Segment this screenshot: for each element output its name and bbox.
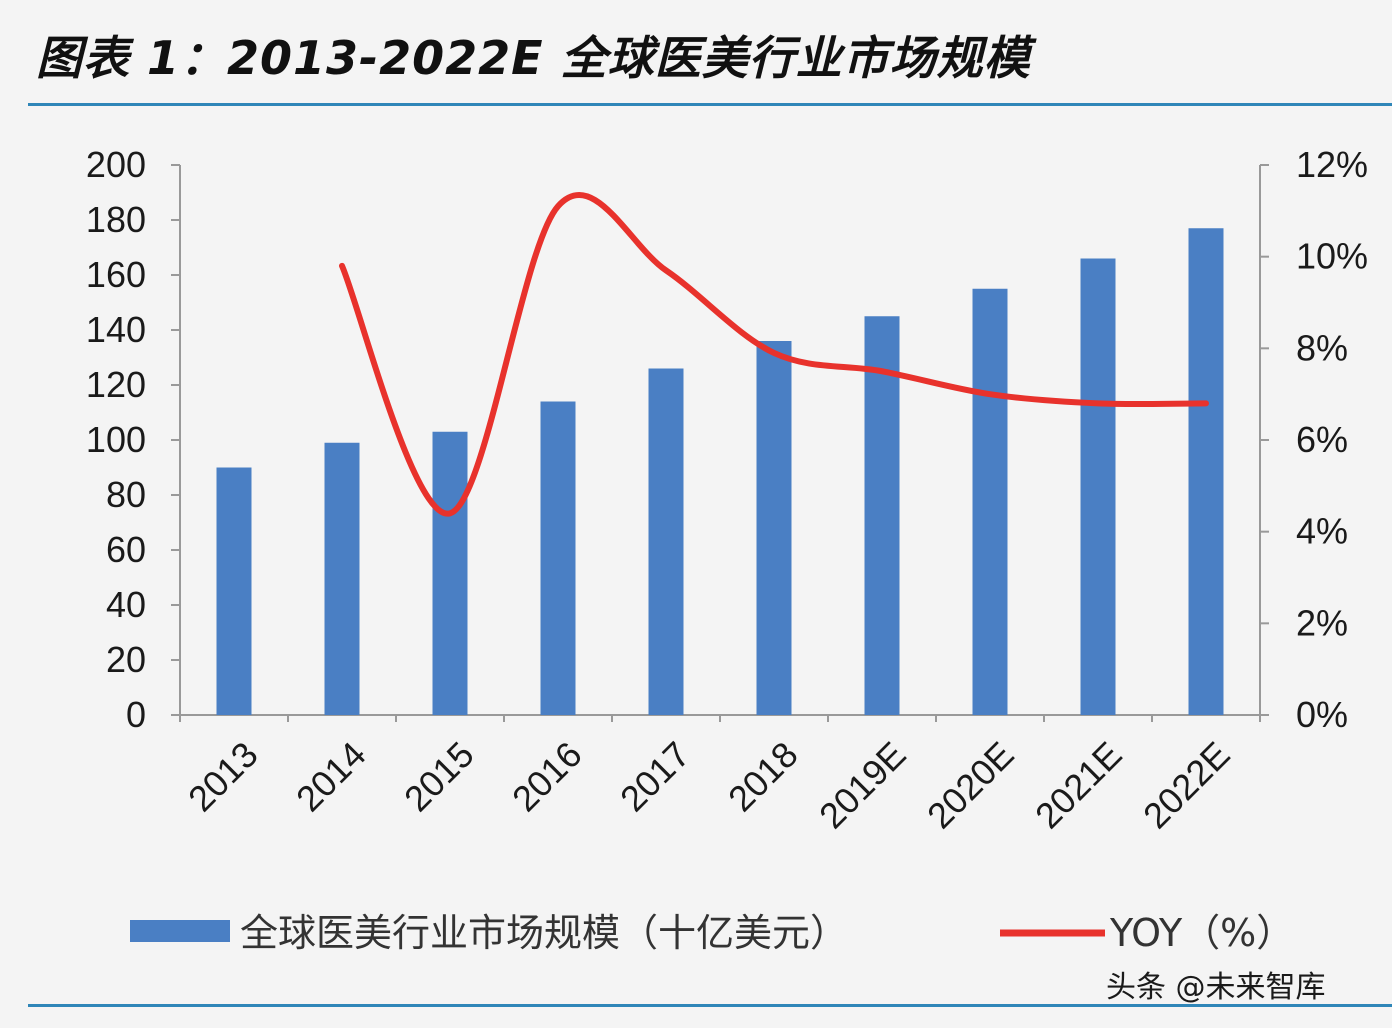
y-left-tick-label: 120	[86, 364, 146, 405]
y-left-tick-label: 200	[86, 144, 146, 185]
x-tick-label: 2018	[720, 734, 806, 820]
y-left-tick-label: 100	[86, 419, 146, 460]
bar	[1080, 258, 1116, 715]
x-tick-label: 2015	[396, 734, 482, 820]
bar-series	[216, 228, 1224, 715]
chart-title: 图表 1：2013-2022E 全球医美行业市场规模	[36, 31, 1031, 85]
y-left-tick-label: 160	[86, 254, 146, 295]
y-right-tick-label: 8%	[1296, 327, 1348, 368]
bar	[216, 467, 252, 715]
y-right-tick-label: 12%	[1296, 144, 1368, 185]
x-tick-label: 2019E	[811, 734, 914, 837]
legend-label-bar: 全球医美行业市场规模（十亿美元）	[240, 911, 848, 955]
bar	[540, 401, 576, 715]
y-right-tick-label: 6%	[1296, 419, 1348, 460]
bar	[972, 288, 1008, 715]
legend-swatch-bar	[130, 920, 230, 942]
y-right-tick-label: 4%	[1296, 511, 1348, 552]
bar	[648, 368, 684, 715]
x-tick-label: 2013	[180, 734, 266, 820]
title-divider	[28, 103, 1392, 106]
x-tick-label: 2021E	[1027, 734, 1130, 837]
x-tick-label: 2017	[612, 734, 698, 820]
x-tick-label: 2022E	[1135, 734, 1238, 837]
y-left-tick-label: 40	[106, 584, 146, 625]
y-left-tick-label: 80	[106, 474, 146, 515]
watermark: 头条 @未来智库	[1106, 970, 1326, 1005]
y-left-tick-label: 140	[86, 309, 146, 350]
bar	[324, 442, 360, 715]
y-left-tick-label: 180	[86, 199, 146, 240]
y-right-tick-label: 0%	[1296, 694, 1348, 735]
y-left-tick-label: 0	[126, 694, 146, 735]
y-left-tick-label: 60	[106, 529, 146, 570]
bar	[1188, 228, 1224, 715]
x-tick-label: 2016	[504, 734, 590, 820]
tick-labels: 0 20 40 60 80 100 120 140 160 180 200 0% 2% 4% 6% 8% 10%…	[86, 144, 1368, 836]
footer-divider	[28, 1004, 1392, 1007]
bar	[864, 316, 900, 715]
bar	[432, 431, 468, 715]
y-right-tick-label: 2%	[1296, 602, 1348, 643]
x-tick-label: 2020E	[919, 734, 1022, 837]
y-right-tick-label: 10%	[1296, 236, 1368, 277]
y-left-tick-label: 20	[106, 639, 146, 680]
legend: 全球医美行业市场规模（十亿美元） YOY（%）	[130, 911, 1294, 955]
x-tick-label: 2014	[288, 734, 374, 820]
bar	[756, 341, 792, 715]
legend-label-line: YOY（%）	[1109, 911, 1294, 955]
yoy-series	[339, 192, 1209, 517]
chart-axes	[171, 164, 1269, 722]
